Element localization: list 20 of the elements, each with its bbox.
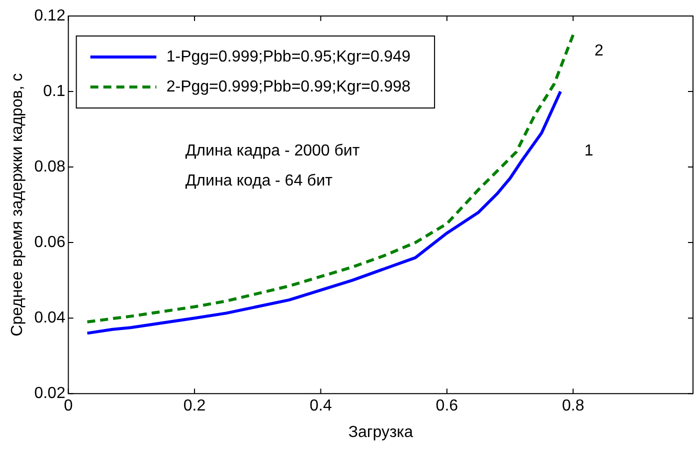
y-axis-title: Среднее время задержки кадров, с bbox=[9, 73, 26, 336]
annotation: 1 bbox=[584, 142, 594, 160]
legend-label: 2-Pgg=0.999;Pbb=0.99;Kgr=0.998 bbox=[166, 78, 411, 96]
y-tick-label: 0.12 bbox=[34, 7, 66, 24]
annotation: Длина кода - 64 бит bbox=[185, 172, 334, 190]
x-axis-title: Загрузка bbox=[348, 424, 414, 441]
y-tick-label: 0.08 bbox=[34, 158, 66, 176]
x-tick-label: 0.8 bbox=[562, 398, 584, 415]
y-tick-label: 0.04 bbox=[34, 309, 66, 326]
x-tick-label: 0.4 bbox=[310, 398, 332, 415]
annotation: Длина кадра - 2000 бит bbox=[185, 142, 360, 160]
x-tick-label: 0.6 bbox=[436, 398, 458, 415]
x-tick-label: 0 bbox=[64, 398, 73, 415]
legend-label: 1-Pgg=0.999;Pbb=0.95;Kgr=0.949 bbox=[166, 48, 411, 66]
y-tick-label: 0.1 bbox=[43, 82, 66, 100]
y-tick-label: 0.06 bbox=[34, 234, 66, 251]
line-series bbox=[86, 33, 575, 324]
y-tick-label: 0.02 bbox=[34, 385, 66, 402]
annotation: 2 bbox=[594, 42, 604, 60]
x-tick-label: 0.2 bbox=[183, 398, 206, 415]
